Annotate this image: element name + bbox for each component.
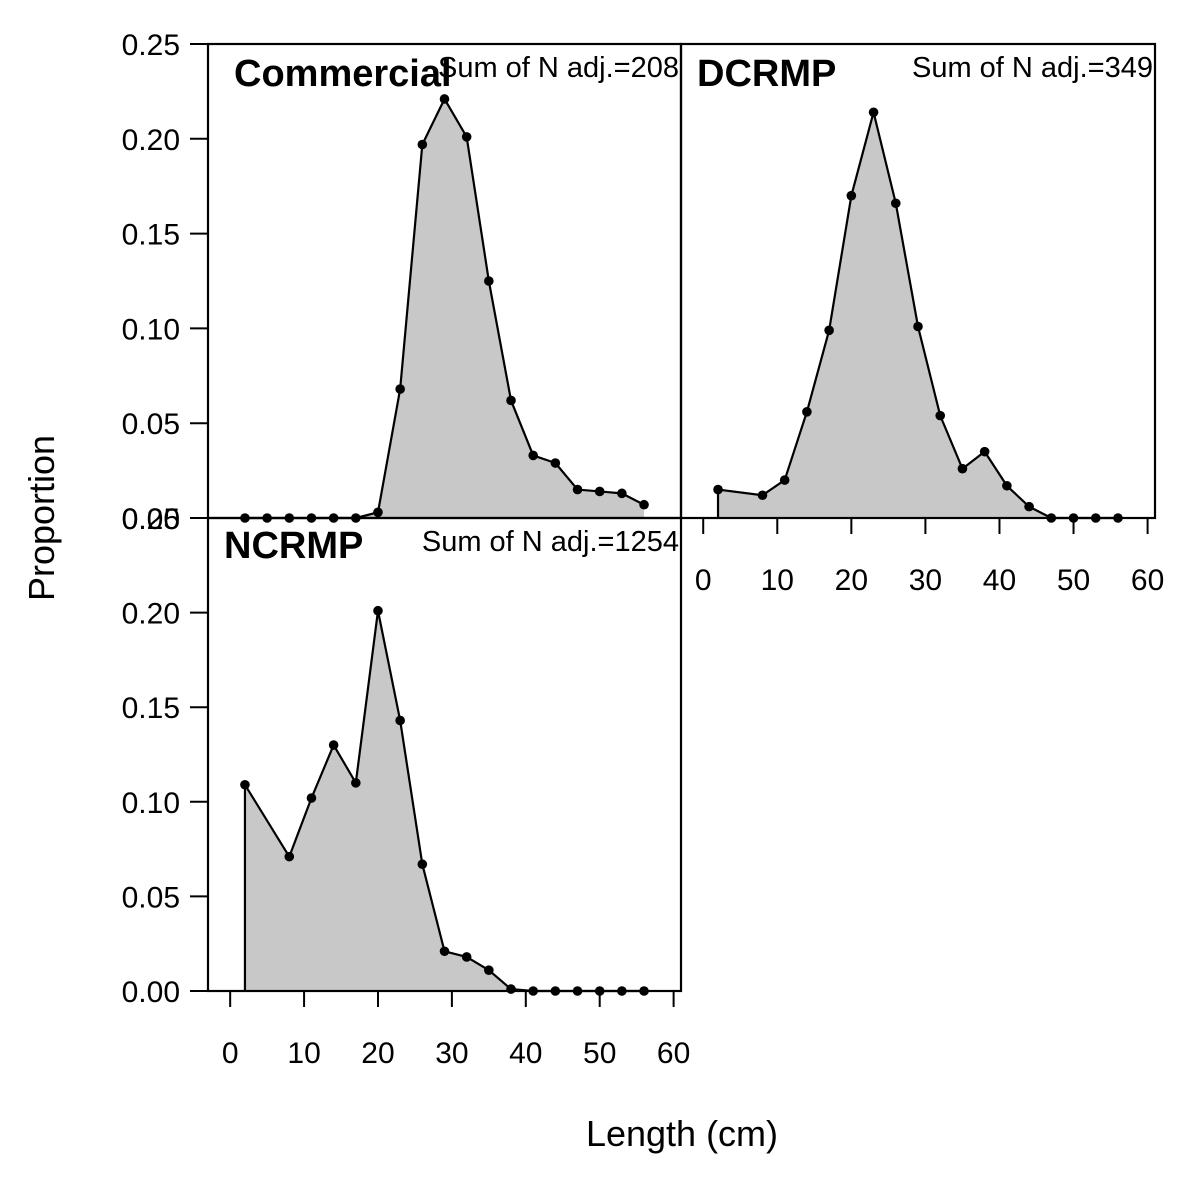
dcrmp-data-point bbox=[802, 407, 812, 417]
ncrmp-data-point bbox=[306, 793, 317, 803]
dcrmp-data-point bbox=[957, 463, 968, 474]
dcrmp-data-point bbox=[913, 321, 923, 332]
commercial-data-point bbox=[461, 132, 472, 142]
commercial-y-tick-label: 0.05 bbox=[122, 408, 180, 441]
x-axis-title: Length (cm) bbox=[586, 1113, 778, 1154]
ncrmp-y-tick-label: 0.05 bbox=[122, 881, 180, 914]
dcrmp-x-tick-label: 50 bbox=[1057, 564, 1090, 597]
dcrmp-panel-title: DCRMP bbox=[697, 53, 836, 95]
y-axis-title: Proportion bbox=[21, 435, 62, 601]
ncrmp-y-tick-label: 0.25 bbox=[122, 503, 180, 536]
ncrmp-data-point bbox=[395, 715, 405, 726]
ncrmp-x-tick-label: 40 bbox=[509, 1037, 542, 1070]
dcrmp-data-point bbox=[935, 410, 946, 421]
ncrmp-x-tick-label: 10 bbox=[287, 1037, 320, 1070]
ncrmp-data-point bbox=[439, 946, 450, 957]
commercial-data-point bbox=[439, 94, 450, 104]
ncrmp-y-tick-label: 0.10 bbox=[122, 787, 180, 820]
commercial-y-tick-label: 0.25 bbox=[122, 29, 180, 62]
ncrmp-data-point bbox=[484, 965, 494, 975]
commercial-area-fill bbox=[244, 98, 645, 518]
commercial-panel-annotation: Sum of N adj.=208 bbox=[438, 52, 679, 84]
commercial-data-point bbox=[373, 507, 383, 518]
commercial-y-tick-label: 0.15 bbox=[122, 219, 180, 252]
dcrmp-x-tick-label: 10 bbox=[761, 564, 794, 597]
dcrmp-data-point bbox=[868, 107, 879, 118]
commercial-data-point bbox=[594, 486, 605, 497]
ncrmp-x-tick-label: 30 bbox=[435, 1037, 468, 1070]
dcrmp-data-point bbox=[979, 446, 990, 457]
commercial-y-tick-label: 0.20 bbox=[122, 124, 180, 157]
dcrmp-area-fill bbox=[718, 112, 1118, 519]
ncrmp-data-point bbox=[461, 952, 472, 962]
commercial-y-tick-label: 0.10 bbox=[122, 313, 180, 346]
commercial-data-point bbox=[417, 139, 428, 150]
dcrmp-panel-frame bbox=[679, 42, 1157, 520]
dcrmp-data-point bbox=[890, 198, 901, 209]
ncrmp-data-point bbox=[328, 740, 339, 750]
ncrmp-y-tick-label: 0.15 bbox=[122, 692, 180, 725]
ncrmp-data-point bbox=[506, 984, 516, 994]
ncrmp-x-tick-label: 0 bbox=[222, 1037, 239, 1070]
ncrmp-x-tick-label: 20 bbox=[361, 1037, 394, 1070]
dcrmp-data-point bbox=[1002, 480, 1012, 491]
dcrmp-data-point bbox=[713, 484, 723, 495]
ncrmp-panel-frame bbox=[206, 516, 683, 993]
ncrmp-data-point bbox=[373, 605, 383, 616]
dcrmp-data-point bbox=[846, 190, 857, 201]
panel-ncrmp: 0.00 0.05 0.10 0.15 0.20 0.25 0 10 20 30 40 50 60 NCR… bbox=[122, 503, 691, 1070]
dcrmp-data-point bbox=[824, 325, 834, 336]
ncrmp-data-point bbox=[284, 851, 295, 862]
commercial-y-tick-label: 0.00 bbox=[122, 503, 180, 536]
dcrmp-data-point bbox=[757, 490, 768, 501]
commercial-data-point bbox=[639, 499, 649, 510]
ncrmp-panel-annotation: Sum of N adj.=1254 bbox=[422, 526, 679, 558]
dcrmp-data-point bbox=[1024, 501, 1034, 512]
ncrmp-x-tick-label: 60 bbox=[657, 1037, 690, 1070]
ncrmp-data-point bbox=[417, 859, 428, 870]
commercial-data-point bbox=[528, 450, 538, 461]
dcrmp-data-point bbox=[779, 475, 790, 485]
commercial-data-point bbox=[617, 488, 627, 499]
dcrmp-panel-annotation: Sum of N adj.=349 bbox=[912, 52, 1153, 84]
dcrmp-x-tick-label: 20 bbox=[835, 564, 868, 597]
ncrmp-x-tick-label: 50 bbox=[583, 1037, 616, 1070]
ncrmp-data-point bbox=[351, 778, 361, 788]
dcrmp-x-tick-label: 0 bbox=[695, 564, 712, 597]
commercial-data-point bbox=[395, 384, 405, 394]
ncrmp-data-point bbox=[240, 779, 250, 790]
dcrmp-x-tick-label: 30 bbox=[909, 564, 942, 597]
ncrmp-area-fill bbox=[244, 610, 645, 991]
commercial-panel-title: Commercial bbox=[234, 53, 452, 95]
ncrmp-y-tick-label: 0.20 bbox=[122, 598, 180, 631]
commercial-data-point bbox=[550, 458, 561, 468]
commercial-data-point bbox=[506, 395, 516, 406]
commercial-data-point bbox=[572, 484, 583, 495]
ncrmp-panel-title: NCRMP bbox=[224, 525, 363, 567]
dcrmp-x-tick-label: 40 bbox=[983, 564, 1016, 597]
panel-dcrmp: 0 10 20 30 40 50 60 DCRMP Sum of N adj.=349 bbox=[679, 42, 1164, 597]
ncrmp-y-tick-label: 0.00 bbox=[122, 976, 180, 1009]
dcrmp-x-tick-label: 60 bbox=[1131, 564, 1164, 597]
commercial-data-point bbox=[484, 276, 494, 286]
